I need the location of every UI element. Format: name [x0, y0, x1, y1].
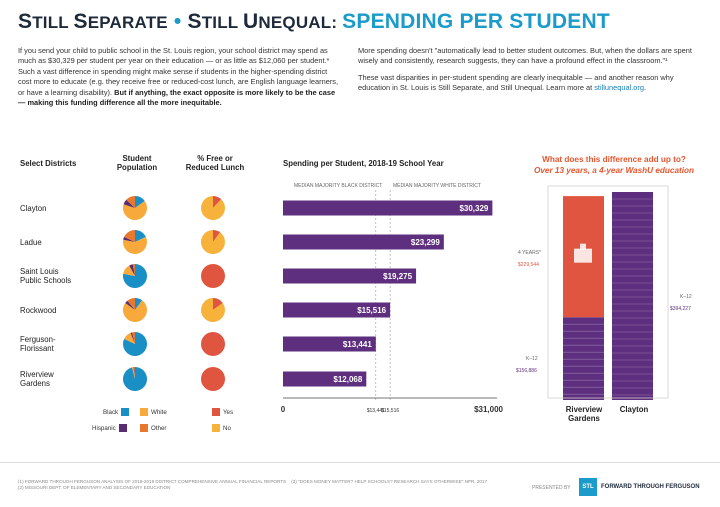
population-pie-slice	[126, 196, 135, 208]
spending-bar-label: $30,329	[459, 204, 488, 213]
intro-left-emphasis: But if anything, the exact opposite is m…	[18, 87, 336, 108]
spending-tick-label: $15,516	[381, 408, 399, 414]
spending-bar	[283, 268, 417, 284]
population-pie-slice	[133, 367, 135, 379]
population-pie-slice	[122, 300, 147, 322]
district-label: Ladue	[20, 237, 42, 247]
median-white-label: MEDIAN MAJORITY WHITE DISTRICT	[393, 183, 481, 189]
spending-bar-label: $12,068	[333, 375, 362, 384]
legend-swatch-other	[140, 424, 148, 432]
lunch-pie-slice	[201, 264, 225, 288]
legend-yes: Yes	[209, 408, 233, 416]
lunch-pie-slice	[201, 196, 225, 220]
population-pie-slice	[122, 236, 147, 255]
washu-label-clayton: Clayton	[619, 405, 649, 414]
lunch-pie-slice	[201, 332, 225, 356]
page-title: STILL SEPARATE • STILL UNEQUAL: SPENDING…	[18, 10, 610, 33]
footer-org: FORWARD THROUGH FERGUSON	[601, 484, 700, 490]
header-lunch: % Free or Reduced Lunch	[185, 154, 245, 172]
lunch-pie-slice	[201, 367, 225, 391]
four-years-value: $229,544	[518, 262, 539, 268]
header-districts: Select Districts	[20, 159, 77, 168]
district-label: Saint Louis Public Schools	[20, 267, 72, 285]
spending-bar-label: $15,516	[357, 306, 386, 315]
legend-black: Black	[103, 408, 132, 416]
legend-swatch-white	[140, 408, 148, 416]
spending-tick-label: $31,000	[474, 405, 503, 414]
spending-bar	[283, 336, 376, 352]
median-black-label: MEDIAN MAJORITY BLACK DISTRICT	[294, 183, 383, 189]
population-pie-slice	[123, 236, 135, 242]
population-pie-slice	[123, 265, 135, 276]
district-label: Clayton	[20, 203, 47, 213]
footer-presented-by: PRESENTED BY	[532, 485, 571, 491]
washu-tower-icon	[580, 243, 586, 250]
population-pie-slice	[132, 367, 135, 379]
washu-building-icon	[574, 248, 592, 263]
legend-other: Other	[137, 424, 166, 432]
legend-white: White	[137, 408, 167, 416]
k12-left-value: $156,886	[516, 368, 537, 374]
spending-bar-label: $23,299	[411, 238, 440, 247]
legend-swatch-hispanic	[118, 424, 127, 432]
four-years-label: 4 YEARS*	[518, 250, 541, 256]
population-pie-slice	[125, 300, 135, 310]
intro-left: If you send your child to public school …	[18, 46, 339, 108]
spending-bar	[283, 302, 391, 318]
legend-swatch-no	[212, 424, 220, 432]
stillunequal-link[interactable]: stillunequal.org	[594, 83, 644, 93]
lunch-pie-slice	[213, 196, 222, 208]
washu-header: What does this difference add up to? Ove…	[533, 155, 695, 175]
district-label: Riverview Gardens	[20, 370, 54, 388]
spending-bar	[283, 200, 493, 216]
legend-swatch-black	[121, 408, 130, 416]
population-pie-slice	[123, 199, 135, 208]
spending-bar	[283, 371, 367, 387]
washu-label-riverview: Riverview Gardens	[565, 405, 603, 423]
header-spending: Spending per Student, 2018-19 School Yea…	[283, 159, 444, 168]
population-pie-slice	[129, 264, 135, 276]
lunch-pie-slice	[201, 298, 226, 322]
footer-divider	[0, 462, 720, 463]
district-label: Ferguson- Florissant	[20, 335, 56, 353]
title-accent: SPENDING PER STUDENT	[342, 10, 610, 33]
lunch-pie-slice	[213, 298, 223, 310]
k12-right-value: $394,227	[670, 306, 691, 312]
district-label: Rockwood	[20, 305, 57, 315]
stl-logo: STL	[579, 478, 597, 496]
k12-right-label: K–12	[680, 294, 692, 300]
population-pie-slice	[135, 196, 145, 208]
riverview-k12-bar	[563, 317, 604, 400]
population-pie-slice	[135, 298, 143, 310]
lunch-pie-slice	[200, 230, 226, 255]
washu-chart-frame	[547, 185, 669, 399]
footer-notes: (1) FORWARD THROUGH FERGUSON ANALYSIS OF…	[18, 479, 488, 490]
legend-swatch-yes	[212, 408, 220, 416]
spending-tick-label: $13,441	[367, 408, 385, 414]
population-pie-slice	[132, 264, 135, 276]
lunch-pie-slice	[213, 230, 221, 242]
legend-no: No	[209, 424, 231, 432]
intro-right: More spending doesn't "automatically lea…	[358, 46, 692, 93]
population-pie-slice	[123, 200, 147, 221]
spending-tick-label: 0	[281, 405, 286, 414]
spending-bar-label: $19,275	[383, 272, 412, 281]
spending-bar	[283, 234, 444, 250]
legend-hispanic: Hispanic	[92, 424, 130, 432]
k12-left-label: K–12	[526, 356, 538, 362]
population-pie-slice	[135, 230, 146, 242]
header-population: Student Population	[116, 154, 158, 172]
population-pie-slice	[130, 332, 135, 344]
population-pie-slice	[124, 230, 135, 242]
population-pie-slice	[123, 367, 148, 391]
clayton-k12-bar	[612, 192, 653, 400]
spending-bar-label: $13,441	[343, 340, 372, 349]
population-pie-slice	[127, 298, 135, 310]
population-pie-slice	[124, 332, 135, 344]
population-pie-slice	[134, 367, 135, 379]
population-pie-slice	[132, 332, 135, 344]
title-bullet: •	[173, 10, 182, 33]
